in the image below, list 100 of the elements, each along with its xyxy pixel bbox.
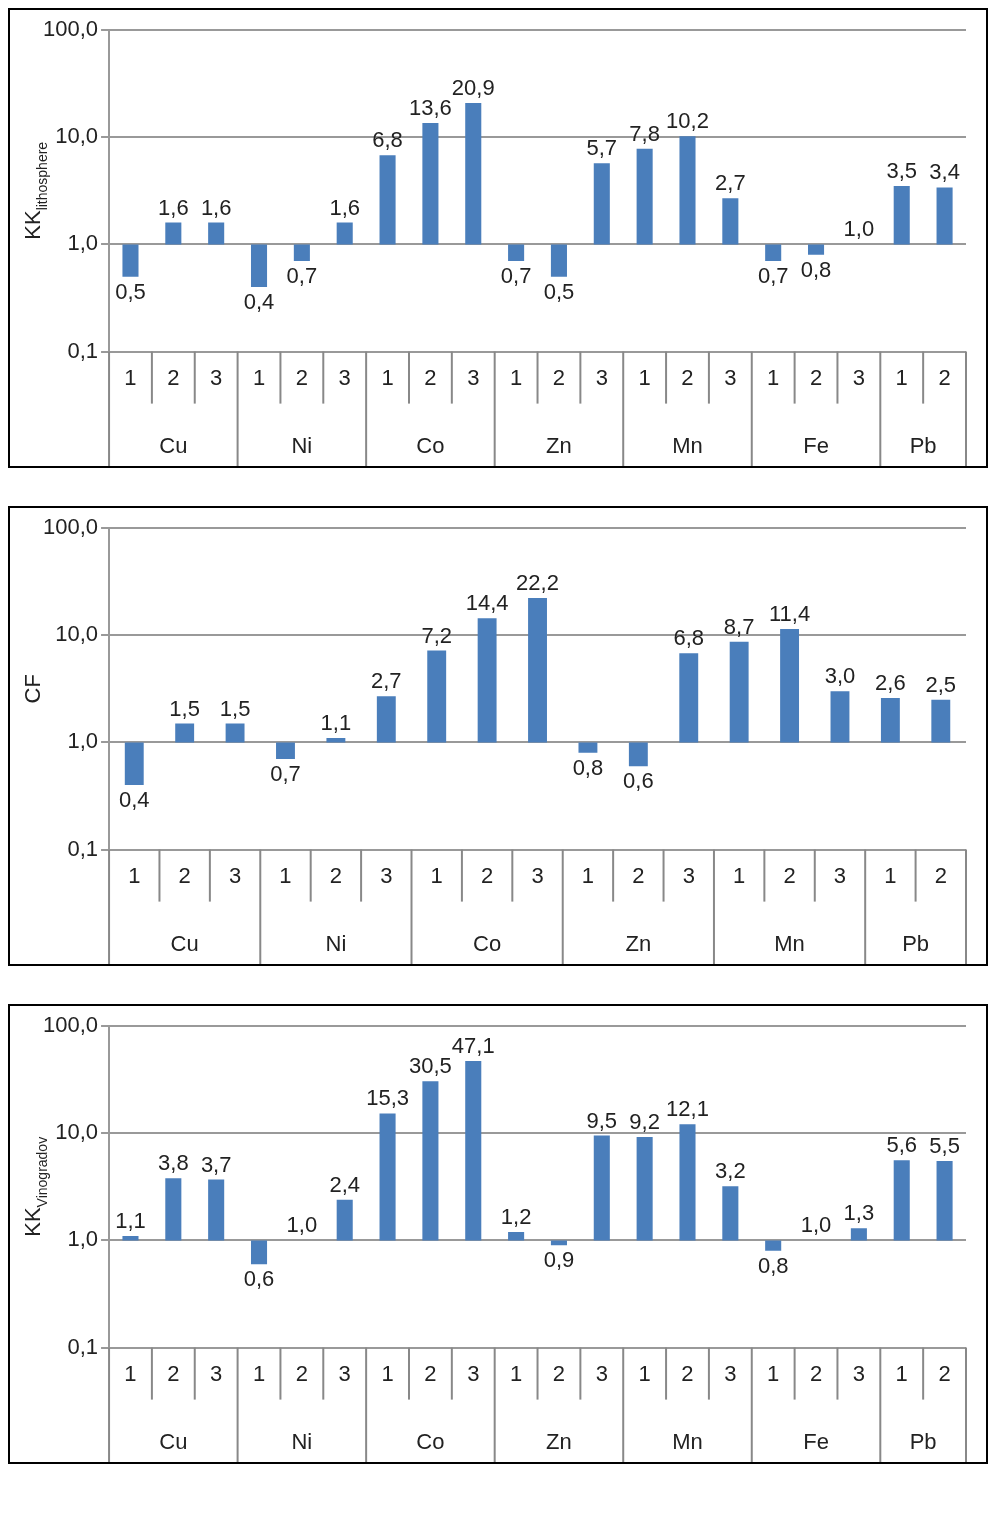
bar	[850, 1228, 867, 1241]
data-label: 3,4	[929, 159, 960, 185]
data-label: 3,2	[715, 1158, 746, 1184]
text: Ni	[291, 432, 313, 458]
data-label: 0,7	[757, 263, 789, 289]
x-tick-label: 1	[509, 1360, 523, 1386]
data-label: 13,6	[408, 94, 452, 120]
bar	[931, 699, 951, 743]
x-tick-label: 3	[228, 862, 242, 888]
x-tick-label: 2	[934, 862, 947, 888]
x-tick-label: 2	[295, 364, 308, 390]
data-label: 3,5	[886, 158, 918, 184]
x-tick-label: 3	[531, 862, 544, 888]
y-tick-label: 100,0	[42, 1012, 99, 1038]
bar	[722, 198, 739, 245]
y-tick-label: 0,1	[67, 1333, 99, 1359]
x-tick-label: 2	[295, 1360, 308, 1386]
y-tick-label: 100,0	[42, 514, 99, 540]
x-tick-label: 1	[895, 364, 908, 390]
x-tick-label: 2	[424, 1360, 437, 1386]
y-axis-title: CF	[20, 674, 46, 704]
x-tick-label: 1	[638, 364, 651, 390]
data-label: 11,4	[768, 601, 811, 627]
bar	[636, 148, 653, 245]
bar	[175, 723, 195, 743]
bar	[578, 742, 598, 753]
text: Mn	[774, 930, 805, 956]
text: Ni	[291, 1428, 313, 1454]
text: Co	[473, 930, 502, 956]
data-label: 2,7	[371, 668, 402, 694]
bar	[550, 1240, 567, 1246]
bar	[830, 691, 850, 743]
x-tick-label: 3	[210, 364, 223, 390]
bar	[893, 186, 910, 245]
bar	[722, 1186, 739, 1241]
text: Pb	[902, 930, 930, 956]
bar	[477, 618, 497, 743]
x-tick-label: 2	[681, 364, 694, 390]
data-label: 20,9	[451, 74, 495, 100]
bar	[276, 742, 295, 760]
y-tick-label: 1,0	[67, 230, 99, 256]
data-label: 0,8	[572, 754, 604, 780]
x-tick-label: 2	[552, 1360, 566, 1386]
x-tick-label: 1	[252, 364, 266, 390]
text: Cu	[170, 930, 199, 956]
text: Zn	[546, 432, 572, 458]
y-tick-label: 10,0	[55, 123, 99, 149]
x-tick-label: 2	[783, 862, 796, 888]
x-tick-label: 1	[124, 364, 137, 390]
bar	[765, 244, 782, 262]
data-label: 3,0	[824, 663, 856, 689]
text: Mn	[672, 432, 703, 458]
bar	[880, 697, 900, 743]
x-tick-label: 2	[632, 862, 645, 888]
data-label: 30,5	[408, 1053, 452, 1079]
data-label: 9,2	[629, 1109, 660, 1135]
data-label: 2,7	[715, 170, 746, 196]
data-label: 2,4	[329, 1171, 361, 1197]
x-tick-label: 1	[279, 862, 292, 888]
y-tick-label: 0,1	[67, 835, 99, 861]
x-tick-label: 1	[581, 862, 595, 888]
data-label: 0,4	[118, 787, 150, 813]
x-tick-label: 2	[167, 364, 180, 390]
data-label: 5,5	[929, 1133, 960, 1159]
y-tick-label: 100,0	[42, 16, 99, 42]
bar	[422, 122, 439, 245]
x-tick-label: 1	[884, 862, 897, 888]
bar	[528, 598, 547, 743]
x-tick-label: 2	[167, 1360, 180, 1386]
data-label: 14,4	[465, 590, 509, 616]
data-label: 1,1	[115, 1208, 146, 1234]
bar	[636, 1137, 653, 1241]
bar	[936, 1161, 953, 1241]
data-label: 1,6	[200, 194, 232, 220]
data-label: 0,4	[243, 289, 275, 315]
data-label: 6,8	[372, 127, 403, 153]
x-tick-label: 1	[381, 364, 394, 390]
y-axis-title: KKVinogradov	[20, 1136, 50, 1237]
data-label: 3,7	[200, 1151, 232, 1177]
x-tick-label: 1	[124, 1360, 137, 1386]
text: Co	[416, 1428, 445, 1454]
bar	[165, 1178, 182, 1241]
y-tick-label: 10,0	[55, 1119, 99, 1145]
text: 1,0	[286, 1212, 318, 1238]
x-tick-label: 3	[338, 364, 351, 390]
bar	[422, 1081, 439, 1241]
bar	[250, 1240, 268, 1265]
x-tick-label: 3	[724, 364, 737, 390]
x-tick-label: 2	[329, 862, 343, 888]
y-tick-label: 1,0	[67, 1226, 99, 1252]
bar	[593, 1135, 610, 1241]
x-tick-label: 3	[852, 364, 866, 390]
data-label: 0,7	[286, 263, 318, 289]
bar	[379, 155, 396, 245]
data-label: 10,2	[666, 108, 709, 134]
data-label: 2,6	[875, 669, 906, 695]
text: Pb	[909, 1428, 937, 1454]
bar	[379, 1113, 396, 1241]
bar	[780, 629, 800, 743]
x-tick-label: 1	[767, 1360, 780, 1386]
